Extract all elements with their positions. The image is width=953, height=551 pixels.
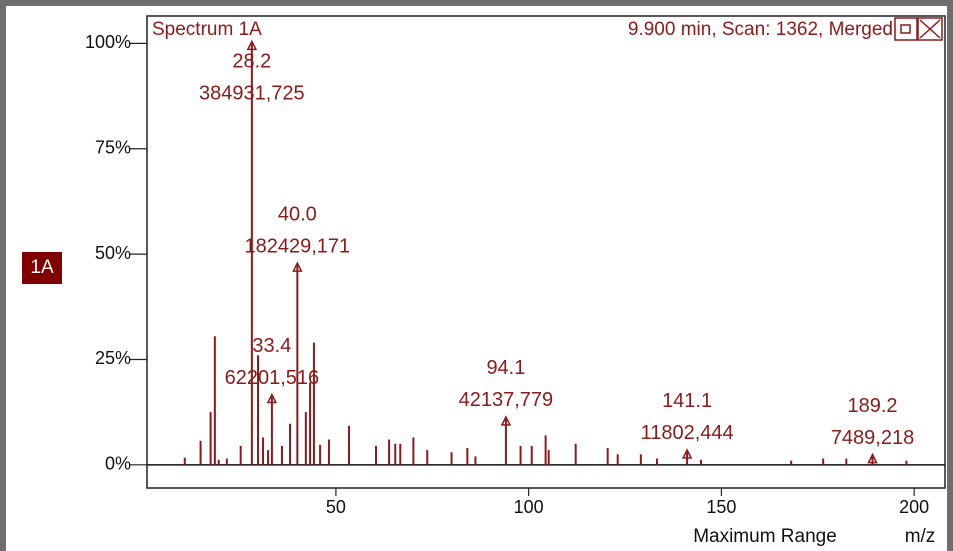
peak-abundance: 62201,516 [225,367,320,389]
restore-button[interactable] [894,17,918,41]
peak-abundance: 384931,725 [199,82,305,104]
peak-marker [292,261,303,272]
peak-label: 40.0 [278,203,317,225]
peak-marker [266,392,278,404]
peak-marker [500,415,512,426]
peak-label: 189.2 [847,395,897,417]
peak-abundance: 182429,171 [245,235,351,257]
peak-label: 33.4 [252,335,291,357]
peak-abundance: 11802,444 [641,422,734,444]
peak-label: 28.2 [232,50,271,72]
x-range-label: Maximum Range [693,526,837,547]
x-tick-label: 150 [706,497,736,517]
x-axis-label: m/z [905,526,936,547]
chart-subtitle: 9.900 min, Scan: 1362, Merged [628,19,893,40]
peak-marker [681,448,693,459]
close-icon [919,19,941,39]
y-tick-label: 50% [95,243,131,263]
peak-abundance: 7489,218 [831,427,914,449]
plot-frame [146,15,946,489]
y-tick-label: 75% [95,138,131,158]
chart-title: Spectrum 1A [152,19,262,40]
peak-marker [246,39,258,51]
trace-badge[interactable] [22,252,62,284]
x-tick-label: 200 [899,497,929,517]
x-tick-label: 100 [514,497,544,517]
peak-label: 94.1 [486,357,525,379]
peak-marker [867,452,878,464]
y-tick-label: 100% [85,32,131,52]
restore-icon [900,24,911,34]
trace-label: 1A [30,257,54,278]
x-tick-label: 50 [326,497,346,517]
peak-label: 141.1 [662,390,712,412]
y-tick-label: 0% [105,454,131,474]
y-tick-label: 25% [95,348,131,368]
peak-abundance: 42137,779 [459,389,554,411]
